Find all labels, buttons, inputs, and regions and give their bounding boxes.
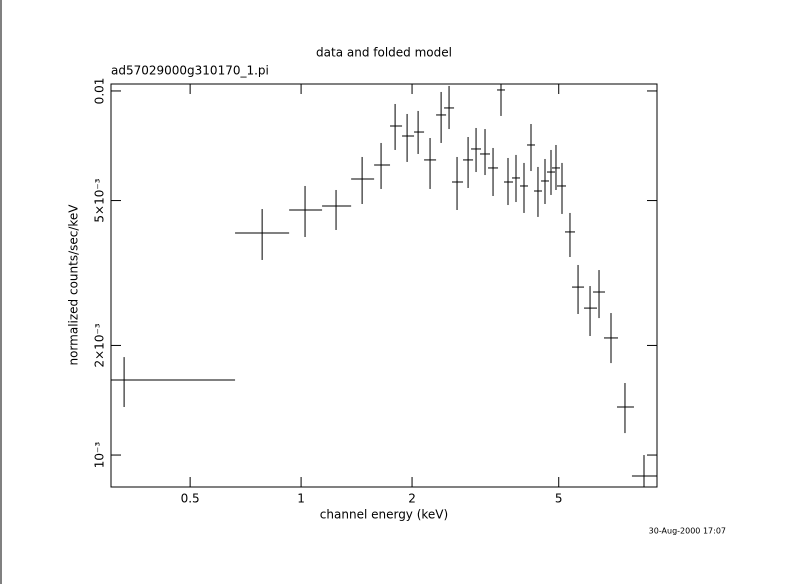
x-tick-label: 2 — [408, 492, 416, 506]
plot-frame — [110, 83, 658, 488]
y-tick-label: 10⁻³ — [93, 442, 107, 469]
y-tick-label: 2×10⁻³ — [93, 323, 107, 367]
data-points — [111, 84, 657, 487]
y-tick-label: 5×10⁻³ — [93, 178, 107, 222]
x-tick-label: 5 — [555, 492, 563, 506]
x-axis-label: channel energy (keV) — [320, 508, 448, 522]
chart-title: data and folded model — [316, 46, 452, 60]
y-tick-label: 0.01 — [93, 78, 107, 105]
timestamp: 30-Aug-2000 17:07 — [649, 527, 726, 536]
y-axis-label: normalized counts/sec/keV — [67, 204, 81, 366]
x-tick-label: 1 — [297, 492, 305, 506]
chart-subtitle: ad57029000g310170_1.pi — [111, 64, 269, 78]
x-tick-label: 0.5 — [181, 492, 200, 506]
